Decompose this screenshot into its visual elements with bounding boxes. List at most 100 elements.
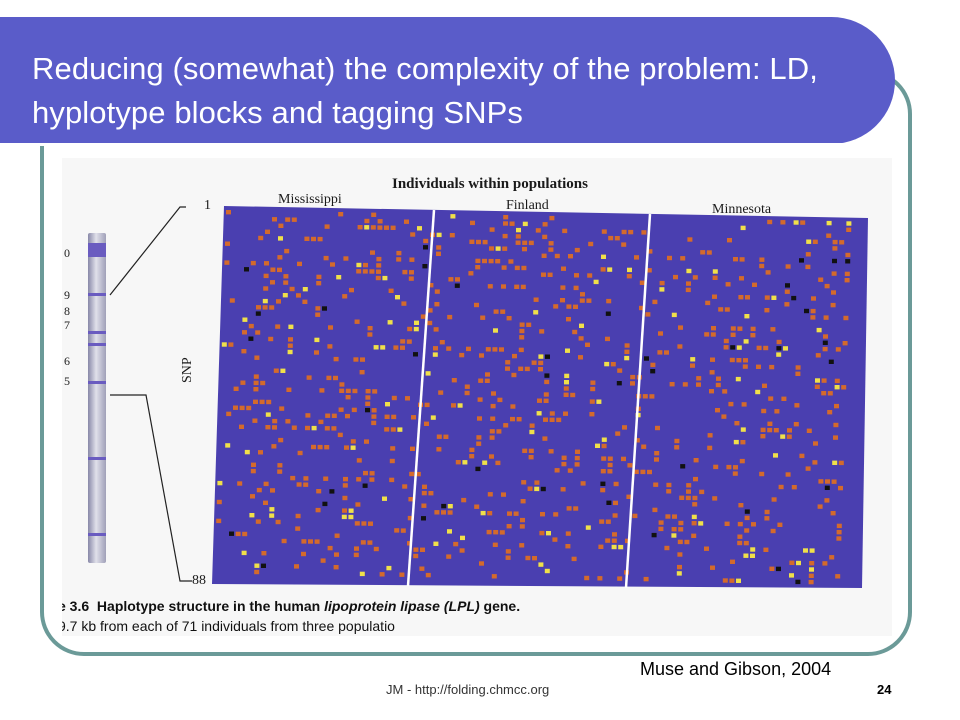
- haplotype-cell: [634, 438, 640, 443]
- haplotype-cell: [519, 524, 525, 529]
- haplotype-cell: [845, 252, 851, 258]
- haplotype-cell: [538, 354, 544, 359]
- haplotype-cell: [643, 576, 649, 582]
- haplotype-cell: [489, 435, 495, 440]
- haplotype-cell: [776, 352, 782, 357]
- haplotype-cell: [545, 354, 550, 359]
- haplotype-cell: [379, 572, 385, 577]
- haplotype-cell: [492, 542, 498, 547]
- haplotype-cell: [370, 250, 375, 255]
- haplotype-cell: [377, 219, 383, 224]
- haplotype-cell: [573, 304, 578, 309]
- haplotype-cell: [301, 539, 307, 544]
- haplotype-cell: [490, 403, 496, 409]
- haplotype-cell: [311, 444, 316, 450]
- haplotype-cell: [698, 521, 704, 526]
- haplotype-cell: [349, 287, 354, 293]
- haplotype-cell: [652, 507, 658, 513]
- haplotype-cell: [229, 531, 234, 536]
- haplotype-cell: [376, 269, 381, 274]
- haplotype-cell: [290, 475, 296, 481]
- haplotype-cell: [499, 347, 504, 352]
- haplotype-cell: [278, 236, 283, 241]
- haplotype-cell: [251, 462, 256, 467]
- haplotype-cell: [396, 257, 402, 262]
- haplotype-cell: [514, 284, 520, 289]
- haplotype-cell: [544, 379, 550, 385]
- haplotype-cell: [586, 298, 592, 303]
- haplotype-cell: [482, 239, 488, 245]
- haplotype-cell: [329, 489, 335, 494]
- haplotype-cell: [614, 236, 620, 241]
- haplotype-cell: [723, 338, 729, 344]
- haplotype-cell: [253, 387, 259, 392]
- haplotype-cell: [763, 547, 769, 552]
- haplotype-cell: [495, 460, 501, 466]
- haplotype-cell: [745, 295, 750, 300]
- haplotype-cell: [774, 409, 780, 414]
- haplotype-cell: [345, 388, 351, 394]
- haplotype-cell: [425, 371, 431, 376]
- haplotype-cell: [353, 357, 359, 362]
- haplotype-cell: [391, 414, 397, 420]
- haplotype-cell: [389, 477, 395, 483]
- haplotype-cell: [334, 552, 339, 557]
- haplotype-cell: [254, 563, 260, 568]
- haplotype-cell: [489, 454, 494, 459]
- haplotype-cell: [773, 428, 779, 433]
- haplotype-cell: [497, 397, 503, 403]
- haplotype-cell: [827, 391, 833, 396]
- haplotype-cell: [510, 416, 515, 422]
- haplotype-cell: [285, 217, 291, 222]
- haplotype-cell: [362, 269, 368, 274]
- haplotype-cell: [400, 528, 406, 533]
- haplotype-cell: [768, 396, 774, 401]
- haplotype-cell: [417, 226, 422, 231]
- haplotype-cell: [727, 238, 732, 243]
- haplotype-cell: [806, 239, 812, 244]
- haplotype-cell: [776, 566, 781, 572]
- figure-caption-line2: 9.7 kb from each of 71 individuals from …: [62, 618, 395, 634]
- haplotype-cell: [650, 369, 656, 374]
- haplotype-cell: [413, 553, 419, 559]
- haplotype-cell: [699, 489, 705, 495]
- haplotype-cell: [284, 248, 290, 254]
- haplotype-cell: [571, 556, 577, 562]
- population-divider: [406, 209, 436, 587]
- haplotype-cell: [534, 480, 540, 485]
- haplotype-cell: [521, 265, 527, 271]
- haplotype-cell: [480, 315, 486, 320]
- haplotype-cell: [373, 345, 379, 350]
- haplotype-cell: [315, 507, 321, 513]
- haplotype-cell: [476, 435, 482, 440]
- haplotype-cell: [493, 309, 499, 314]
- haplotype-cell: [253, 399, 258, 404]
- haplotype-cell: [601, 456, 607, 461]
- haplotype-cell: [345, 413, 350, 419]
- haplotype-cell: [572, 329, 578, 335]
- haplotype-cell: [396, 250, 402, 256]
- haplotype-cell: [327, 545, 333, 551]
- haplotype-cell: [422, 264, 428, 269]
- haplotype-cell: [255, 311, 261, 316]
- haplotype-cell: [375, 275, 381, 281]
- haplotype-cell: [489, 227, 495, 232]
- haplotype-cell: [315, 306, 321, 311]
- haplotype-cell: [844, 271, 850, 277]
- haplotype-cell: [580, 292, 585, 297]
- haplotype-cell: [548, 247, 554, 252]
- haplotype-cell: [677, 552, 683, 557]
- haplotype-cell: [427, 320, 433, 326]
- haplotype-cell: [269, 507, 275, 512]
- haplotype-cell: [823, 334, 828, 339]
- haplotype-cell: [342, 495, 348, 501]
- haplotype-cell: [740, 225, 746, 231]
- caption-suffix: gene.: [483, 598, 521, 614]
- haplotype-cell: [339, 382, 345, 387]
- haplotype-cell: [543, 417, 548, 422]
- haplotype-cell: [685, 287, 691, 293]
- haplotype-cell: [587, 273, 593, 278]
- haplotype-cell: [474, 302, 479, 308]
- haplotype-cell: [305, 425, 310, 431]
- chromosome-tick: 8: [64, 304, 70, 318]
